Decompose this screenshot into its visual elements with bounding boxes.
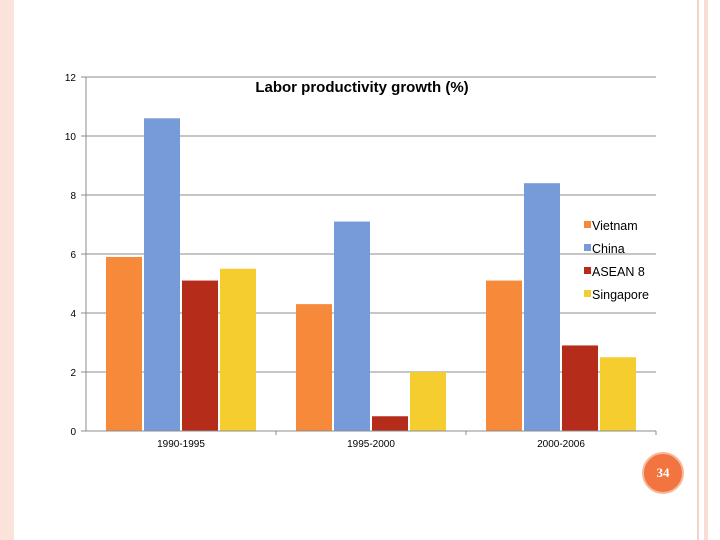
legend-label: Vietnam [592,219,638,233]
axis-labels: 0 2 4 6 8 10 12 1990-1995 1995-2000 2000-2006 [65,73,585,450]
y-tick-label: 2 [70,368,76,379]
gridlines [86,76,656,373]
axes [81,76,657,435]
bar-asean-8 [372,416,408,431]
legend-swatch [584,221,591,228]
bar-china [524,183,560,431]
bars [106,118,636,432]
x-tick-label: 2000-2006 [537,439,585,450]
y-tick-label: 12 [65,73,77,84]
bar-vietnam [486,280,522,431]
y-tick-label: 4 [70,309,76,320]
bar-china [334,221,370,431]
frame-line [704,0,708,540]
x-tick-label: 1995-2000 [347,439,395,450]
bar-vietnam [296,304,332,431]
bar-asean-8 [562,345,598,431]
bar-asean-8 [182,280,218,431]
slide-right-frame [692,0,720,540]
page-number-badge: 34 [642,452,684,494]
legend-label: ASEAN 8 [592,265,645,279]
y-tick-label: 6 [70,250,76,261]
x-tick-label: 1990-1995 [157,439,205,450]
y-tick-label: 10 [65,132,77,143]
chart-title: Labor productivity growth (%) [255,79,468,96]
legend-swatch [584,244,591,251]
legend: Vietnam China ASEAN 8 Singapore [584,219,649,302]
slide-left-frame [0,0,14,540]
bar-singapore [600,357,636,431]
legend-label: Singapore [592,288,649,302]
bar-singapore [220,268,256,431]
legend-swatch [584,267,591,274]
legend-swatch [584,290,591,297]
frame-line [697,0,699,540]
y-tick-label: 0 [70,427,76,438]
y-tick-label: 8 [70,191,76,202]
bar-china [144,118,180,432]
bar-singapore [410,372,446,431]
bar-vietnam [106,256,142,431]
legend-label: China [592,242,625,256]
